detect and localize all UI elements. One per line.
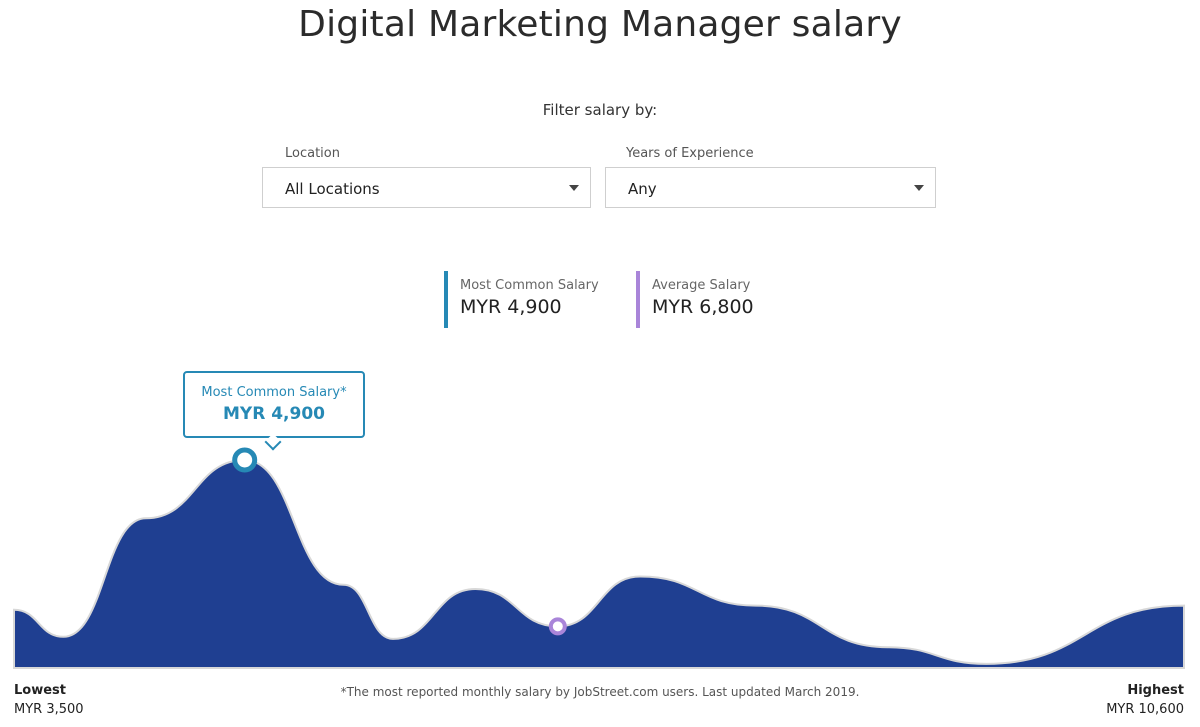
location-label: Location (285, 146, 340, 161)
lowest-salary: Lowest MYR 3,500 (14, 683, 84, 717)
average-salary-label: Average Salary (652, 278, 751, 293)
lowest-value: MYR 3,500 (14, 702, 84, 717)
location-select-value: All Locations (285, 180, 380, 198)
experience-label: Years of Experience (626, 146, 754, 161)
filter-heading: Filter salary by: (542, 101, 658, 119)
most-common-salary-marker[interactable] (232, 447, 258, 473)
average-salary-marker[interactable] (548, 617, 567, 636)
location-select[interactable]: All Locations (262, 167, 591, 208)
page-title: Digital Marketing Manager salary (298, 4, 902, 45)
highest-salary: Highest MYR 10,600 (1106, 683, 1184, 717)
average-salary-value: MYR 6,800 (652, 296, 754, 318)
footnote: *The most reported monthly salary by Job… (340, 685, 860, 699)
salary-distribution-area (13, 458, 1185, 669)
average-salary-stat: Average Salary MYR 6,800 (636, 271, 754, 328)
most-common-salary-stat: Most Common Salary MYR 4,900 (444, 271, 599, 328)
salary-distribution-chart (13, 447, 1185, 669)
lowest-label: Lowest (14, 683, 66, 698)
callout-label: Most Common Salary* (201, 385, 347, 400)
experience-select[interactable]: Any (605, 167, 936, 208)
most-common-salary-label: Most Common Salary (460, 278, 599, 293)
experience-select-value: Any (628, 180, 657, 198)
most-common-salary-callout: Most Common Salary* MYR 4,900 (183, 371, 365, 438)
most-common-salary-value: MYR 4,900 (460, 296, 562, 318)
highest-value: MYR 10,600 (1106, 702, 1184, 717)
highest-label: Highest (1127, 683, 1184, 698)
caret-down-icon (914, 185, 924, 191)
callout-value: MYR 4,900 (222, 404, 325, 424)
caret-down-icon (569, 185, 579, 191)
